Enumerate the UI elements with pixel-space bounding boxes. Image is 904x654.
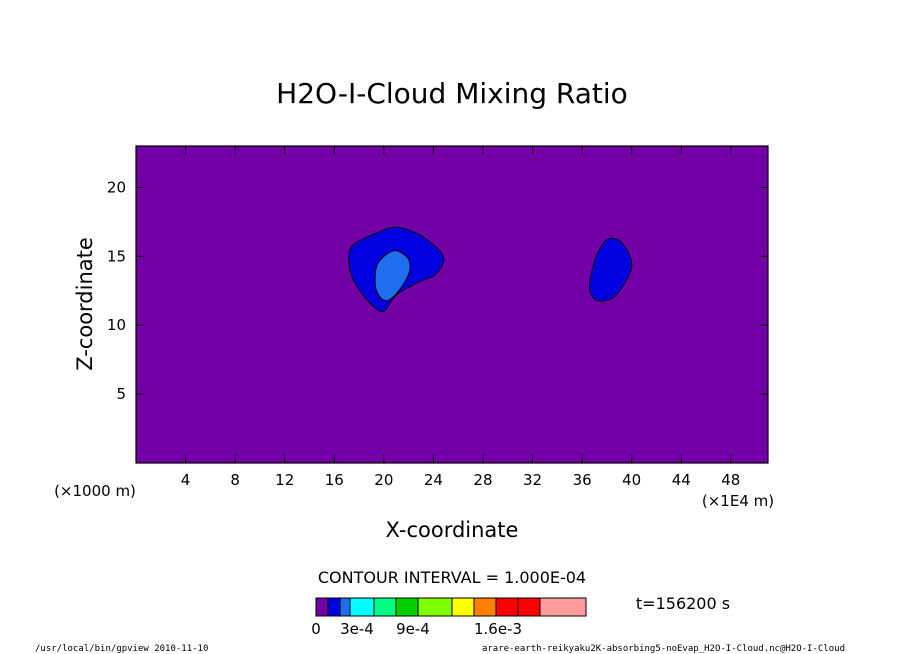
y-axis-label: Z-coordinate <box>73 237 97 371</box>
colorbar-segment <box>349 597 375 617</box>
x-tick-label: 48 <box>721 471 740 489</box>
colorbar-label: 3e-4 <box>340 620 374 638</box>
x-unit-left: (×1000 m) <box>54 482 136 500</box>
x-tick-label: 24 <box>424 471 443 489</box>
y-tick-label: 10 <box>107 316 126 334</box>
x-tick-label: 8 <box>230 471 240 489</box>
x-axis-ticks: 4 8 12 16 20 24 28 32 36 40 44 48 <box>181 146 740 489</box>
x-tick-label: 36 <box>573 471 592 489</box>
colorbar-segment <box>315 597 329 617</box>
colorbar-label: 9e-4 <box>396 620 430 638</box>
contour-interval-label: CONTOUR INTERVAL = 1.000E-04 <box>318 568 586 587</box>
x-tick-label: 20 <box>374 471 393 489</box>
colorbar-segment <box>327 597 341 617</box>
x-tick-label: 44 <box>672 471 691 489</box>
plot-area <box>135 145 769 464</box>
colorbar-segment <box>339 597 351 617</box>
footer-left: /usr/local/bin/gpview 2010-11-10 <box>35 644 208 654</box>
x-tick-label: 40 <box>622 471 641 489</box>
colorbar-segment <box>373 597 397 617</box>
time-label: t=156200 s <box>636 594 730 613</box>
colorbar-segment <box>517 597 541 617</box>
x-tick-label: 16 <box>325 471 344 489</box>
plot-frame <box>135 145 769 464</box>
cloud-inner-left <box>374 250 411 302</box>
x-unit-right: (×1E4 m) <box>702 492 774 510</box>
x-tick-label: 12 <box>275 471 294 489</box>
footer-right: arare-earth-reikyaku2K-absorbing5-noEvap… <box>482 644 845 654</box>
y-axis-ticks: 5 10 15 20 <box>107 178 768 403</box>
background-fill <box>136 146 768 463</box>
x-tick-label: 32 <box>523 471 542 489</box>
colorbar-segment <box>539 597 587 617</box>
x-tick-label: 28 <box>473 471 492 489</box>
y-tick-label: 15 <box>107 247 126 265</box>
y-tick-label: 5 <box>116 385 126 403</box>
y-tick-label: 20 <box>107 178 126 196</box>
colorbar: 0 3e-4 9e-4 1.6e-3 <box>311 597 587 638</box>
colorbar-segment <box>451 597 475 617</box>
colorbar-label: 0 <box>311 620 321 638</box>
colorbar-segment <box>417 597 453 617</box>
colorbar-segment <box>395 597 419 617</box>
x-tick-label: 4 <box>181 471 191 489</box>
chart-title: H2O-I-Cloud Mixing Ratio <box>276 77 628 110</box>
cloud-right <box>588 237 633 302</box>
colorbar-segment <box>473 597 497 617</box>
colorbar-label: 1.6e-3 <box>474 620 522 638</box>
colorbar-segment <box>495 597 519 617</box>
x-axis-label: X-coordinate <box>386 518 519 542</box>
